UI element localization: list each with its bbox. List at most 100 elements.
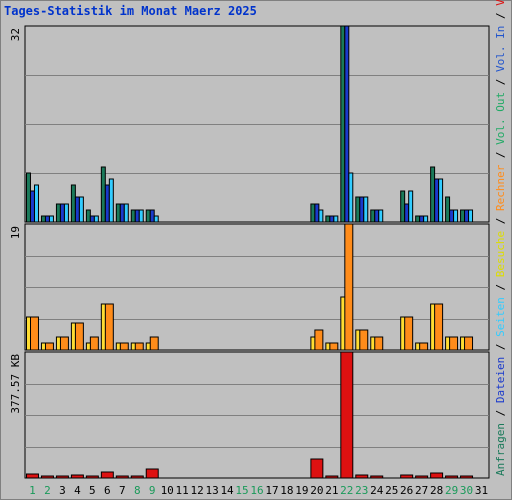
bar-anfragen-day-4 xyxy=(70,184,76,223)
bar-dateien-day-24 xyxy=(374,209,380,223)
panel-max-label: 32 xyxy=(9,28,22,41)
bar-volumen-day-5 xyxy=(85,475,99,479)
day-label-27: 27 xyxy=(415,484,428,497)
bar-anfragen-day-2 xyxy=(40,215,46,223)
legend-separator: / xyxy=(494,211,507,231)
legend-volumen: Volumen xyxy=(494,0,507,6)
bar-anfragen-day-26 xyxy=(400,190,406,223)
bar-dateien-day-3 xyxy=(59,203,65,223)
legend-dateien: Dateien xyxy=(494,357,507,403)
bar-volumen-day-4 xyxy=(70,474,84,479)
bar-anfragen-day-29 xyxy=(445,196,451,223)
day-label-14: 14 xyxy=(220,484,234,497)
bar-seiten-day-28 xyxy=(438,178,444,223)
bar-rechner-day-5 xyxy=(89,336,99,351)
legend-separator: / xyxy=(494,6,507,26)
bar-seiten-day-1 xyxy=(33,184,39,223)
bar-volumen-day-27 xyxy=(415,475,429,479)
legend-separator: / xyxy=(494,145,507,165)
bar-rechner-day-23 xyxy=(359,329,369,351)
bar-rechner-day-9 xyxy=(149,336,159,351)
bar-seiten-day-5 xyxy=(93,215,99,223)
legend-separator: / xyxy=(494,337,507,357)
bar-volumen-day-28 xyxy=(430,472,444,479)
day-label-26: 26 xyxy=(400,484,413,497)
bar-seiten-day-26 xyxy=(408,190,414,223)
bar-anfragen-day-9 xyxy=(145,209,151,223)
day-label-29: 29 xyxy=(445,484,458,497)
bar-seiten-day-23 xyxy=(363,196,369,223)
day-label-16: 16 xyxy=(250,484,263,497)
bar-rechner-day-28 xyxy=(434,303,444,351)
bar-anfragen-day-3 xyxy=(55,203,61,223)
bar-seiten-day-30 xyxy=(468,209,474,223)
bar-dateien-day-2 xyxy=(44,215,50,223)
bar-anfragen-day-1 xyxy=(25,172,31,223)
bar-volumen-day-1 xyxy=(25,473,39,479)
bar-volumen-day-7 xyxy=(115,475,129,479)
bar-rechner-day-22 xyxy=(344,223,354,351)
bar-dateien-day-8 xyxy=(134,209,140,223)
day-label-1: 1 xyxy=(29,484,36,497)
legend-seiten: Seiten xyxy=(494,297,507,337)
bar-anfragen-day-27 xyxy=(415,215,421,223)
day-label-9: 9 xyxy=(149,484,156,497)
bar-dateien-day-27 xyxy=(419,215,425,223)
bar-seiten-day-24 xyxy=(378,209,384,223)
legend-separator: / xyxy=(494,277,507,297)
day-label-25: 25 xyxy=(385,484,398,497)
day-label-31: 31 xyxy=(475,484,488,497)
bar-volumen-day-3 xyxy=(55,475,69,479)
bar-volumen-day-21 xyxy=(325,475,339,479)
bar-rechner-day-2 xyxy=(44,342,54,351)
bar-anfragen-day-8 xyxy=(130,209,136,223)
panel-max-label: 19 xyxy=(9,226,22,239)
day-label-13: 13 xyxy=(205,484,218,497)
right-legend: Anfragen / Dateien / Seiten / Besuche / … xyxy=(494,0,507,476)
bar-anfragen-day-28 xyxy=(430,166,436,223)
legend-vol-in: Vol. In xyxy=(494,26,507,72)
bar-anfragen-day-6 xyxy=(100,166,106,223)
bar-seiten-day-21 xyxy=(333,215,339,223)
day-label-19: 19 xyxy=(295,484,308,497)
day-label-24: 24 xyxy=(370,484,384,497)
bar-volumen-day-20 xyxy=(310,458,324,479)
day-label-8: 8 xyxy=(134,484,141,497)
bar-rechner-day-21 xyxy=(329,342,339,351)
day-label-11: 11 xyxy=(176,484,189,497)
bar-anfragen-day-20 xyxy=(310,203,316,223)
bar-anfragen-day-7 xyxy=(115,203,121,223)
bar-rechner-day-27 xyxy=(419,342,429,351)
legend-besuche: Besuche xyxy=(494,231,507,277)
bar-dateien-day-9 xyxy=(149,209,155,223)
bar-seiten-day-9 xyxy=(153,215,159,223)
panel-max-label: 377.57 KB xyxy=(9,354,22,414)
bar-rechner-day-6 xyxy=(104,303,114,351)
day-label-15: 15 xyxy=(235,484,248,497)
day-label-5: 5 xyxy=(89,484,96,497)
legend-separator: / xyxy=(494,72,507,92)
bar-anfragen-day-23 xyxy=(355,196,361,223)
legend-anfragen: Anfragen xyxy=(494,423,507,476)
day-label-3: 3 xyxy=(59,484,66,497)
bar-seiten-day-27 xyxy=(423,215,429,223)
day-label-18: 18 xyxy=(280,484,293,497)
bar-volumen-day-8 xyxy=(130,475,144,479)
day-label-10: 10 xyxy=(161,484,174,497)
bar-dateien-day-5 xyxy=(89,215,95,223)
bar-seiten-day-3 xyxy=(63,203,69,223)
day-label-6: 6 xyxy=(104,484,111,497)
bar-seiten-day-2 xyxy=(48,215,54,223)
bar-seiten-day-7 xyxy=(123,203,129,223)
day-label-30: 30 xyxy=(460,484,473,497)
bar-dateien-day-26 xyxy=(404,203,410,223)
day-label-22: 22 xyxy=(340,484,353,497)
day-label-20: 20 xyxy=(310,484,323,497)
bar-dateien-day-7 xyxy=(119,203,125,223)
bar-anfragen-day-22 xyxy=(340,25,346,223)
legend-vol-out: Vol. Out xyxy=(494,92,507,145)
bar-dateien-day-6 xyxy=(104,184,110,223)
day-label-12: 12 xyxy=(191,484,204,497)
bar-volumen-day-2 xyxy=(40,475,54,479)
